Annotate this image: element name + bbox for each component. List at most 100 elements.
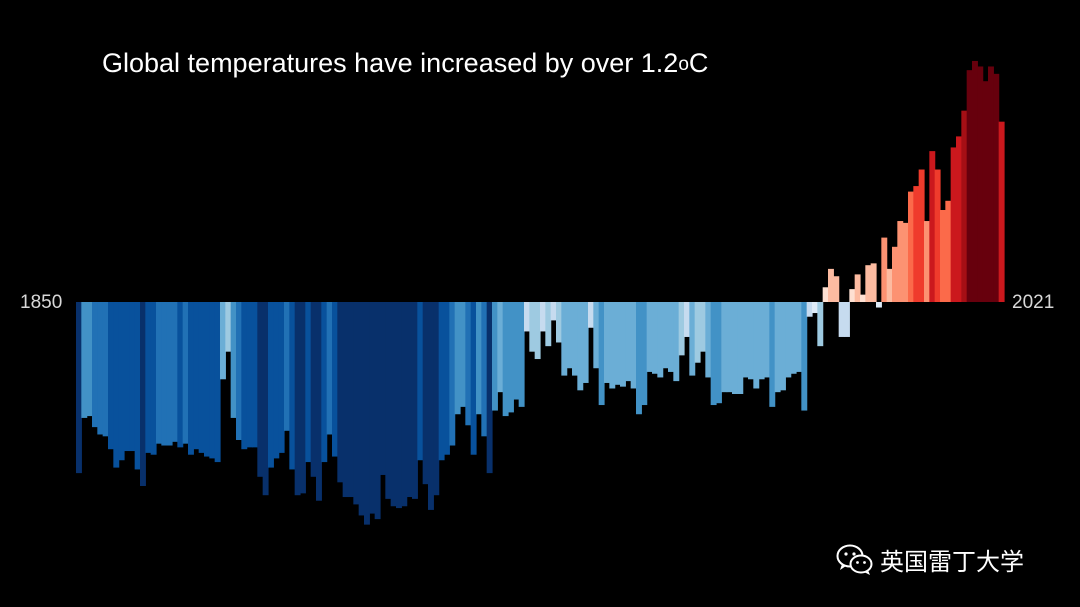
bar-1964 xyxy=(684,302,690,337)
bar-1946 xyxy=(588,302,594,328)
bar-1928 xyxy=(492,302,498,411)
bar-1954 xyxy=(630,302,637,389)
bar-1874 xyxy=(204,302,210,457)
bar-1851 xyxy=(81,302,88,418)
bar-1863 xyxy=(145,302,152,453)
title-unit: C xyxy=(688,48,709,78)
bar-1861 xyxy=(134,302,141,470)
x-axis-end-label: 2021 xyxy=(1012,292,1055,313)
bar-1876 xyxy=(214,302,221,463)
bar-1873 xyxy=(198,302,205,453)
bar-1974 xyxy=(737,302,744,394)
bar-1977 xyxy=(753,302,760,389)
bar-1976 xyxy=(748,302,754,380)
bar-1956 xyxy=(641,302,648,406)
bar-2011 xyxy=(934,169,941,302)
bar-1909 xyxy=(390,302,397,507)
bar-1910 xyxy=(396,302,402,509)
bar-2019 xyxy=(977,66,984,302)
bar-1965 xyxy=(689,302,696,376)
bar-2004 xyxy=(897,221,904,302)
bar-1955 xyxy=(636,302,642,415)
bar-1961 xyxy=(668,302,674,372)
bar-1868 xyxy=(172,302,178,442)
bar-1933 xyxy=(518,302,525,407)
bar-1995 xyxy=(849,289,856,302)
bar-1996 xyxy=(854,274,861,302)
bar-1957 xyxy=(646,302,653,372)
bar-1944 xyxy=(577,302,584,391)
bar-1936 xyxy=(534,302,541,360)
bar-1887 xyxy=(273,302,280,459)
bar-1886 xyxy=(268,302,274,468)
bar-1941 xyxy=(561,302,568,376)
bar-1870 xyxy=(182,302,189,444)
bar-1972 xyxy=(726,302,733,393)
bar-1853 xyxy=(92,302,98,428)
bar-1877 xyxy=(220,302,226,380)
bar-1994 xyxy=(844,302,850,337)
bar-2014 xyxy=(950,147,957,302)
bar-1931 xyxy=(508,302,514,413)
bar-1912 xyxy=(406,302,413,498)
bar-1913 xyxy=(412,302,418,499)
bar-1935 xyxy=(529,302,536,352)
bar-2023 xyxy=(998,121,1005,303)
bar-1924 xyxy=(470,302,477,455)
bar-1980 xyxy=(769,302,776,407)
bar-1962 xyxy=(673,302,680,382)
bar-1930 xyxy=(502,302,509,417)
bar-1862 xyxy=(140,302,146,486)
bar-1967 xyxy=(700,302,706,352)
bar-1959 xyxy=(657,302,664,378)
watermark-text: 英国雷丁大学 xyxy=(880,548,1024,576)
bar-1885 xyxy=(262,302,269,496)
bar-2001 xyxy=(881,237,888,302)
bar-2018 xyxy=(972,60,978,303)
bar-1875 xyxy=(209,302,216,459)
bar-1970 xyxy=(716,302,722,404)
bar-2022 xyxy=(993,73,1000,302)
bar-2000 xyxy=(876,302,882,308)
bar-1883 xyxy=(252,302,258,448)
bar-1947 xyxy=(593,302,600,369)
bar-1882 xyxy=(246,302,253,448)
bar-1963 xyxy=(678,302,685,356)
bar-1989 xyxy=(817,302,824,347)
bar-1993 xyxy=(838,302,845,337)
bar-1992 xyxy=(833,276,840,302)
bar-1915 xyxy=(422,302,429,485)
watermark: 英国雷丁大学 xyxy=(836,542,1024,577)
bar-1942 xyxy=(566,302,573,369)
bar-1958 xyxy=(652,302,658,374)
bar-1888 xyxy=(278,302,285,453)
bars-group xyxy=(76,60,1005,525)
bar-1881 xyxy=(241,302,248,450)
bar-1904 xyxy=(364,302,370,525)
bar-1926 xyxy=(481,302,488,437)
bar-1857 xyxy=(113,302,120,468)
bar-1934 xyxy=(524,302,530,332)
bar-1879 xyxy=(230,302,237,418)
bar-2006 xyxy=(908,191,914,302)
bar-1905 xyxy=(369,302,376,514)
bar-2021 xyxy=(988,66,994,302)
bar-2013 xyxy=(945,200,952,302)
bar-1948 xyxy=(598,302,605,406)
bar-1983 xyxy=(785,302,792,378)
bar-1917 xyxy=(433,302,440,496)
bar-1859 xyxy=(124,302,130,452)
bar-1927 xyxy=(486,302,493,474)
bar-1880 xyxy=(236,302,242,440)
bar-1878 xyxy=(225,302,232,352)
bar-1892 xyxy=(300,302,306,494)
bar-1911 xyxy=(401,302,408,507)
bar-1884 xyxy=(257,302,264,477)
bar-1899 xyxy=(337,302,344,483)
bar-1918 xyxy=(438,302,445,461)
bar-1903 xyxy=(358,302,365,516)
bar-1864 xyxy=(150,302,157,455)
bar-1889 xyxy=(284,302,290,431)
bar-1987 xyxy=(806,302,813,317)
bar-1901 xyxy=(348,302,354,498)
